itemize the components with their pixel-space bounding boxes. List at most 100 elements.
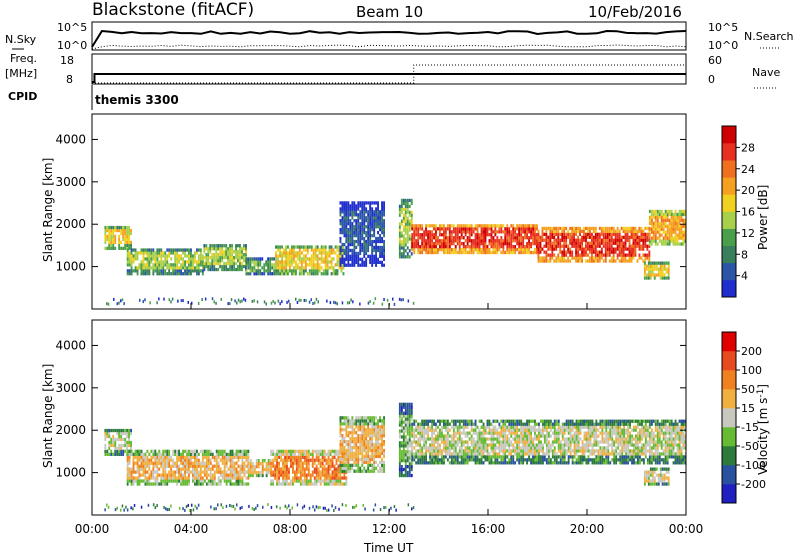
cell-power-1 xyxy=(156,272,159,276)
cell-velocity-1 xyxy=(154,455,157,459)
cell-power-9 xyxy=(672,221,675,225)
cell-power-8 xyxy=(537,247,540,251)
cell-power-8 xyxy=(592,244,595,248)
cell-velocity-3 xyxy=(327,476,330,480)
cell-power-7 xyxy=(518,227,521,231)
cell-power-8 xyxy=(620,238,623,242)
cell-power-5 xyxy=(347,201,350,205)
cell-power-4 xyxy=(283,251,285,255)
cell-power-7 xyxy=(528,227,530,231)
cell-velocity-5 xyxy=(408,459,411,463)
ground-scatter-power xyxy=(369,300,371,303)
cell-velocity-0 xyxy=(128,428,130,433)
cell-power-7 xyxy=(468,239,471,243)
cell-velocity-3 xyxy=(309,458,312,462)
cell-velocity-3 xyxy=(278,461,280,465)
cell-velocity-1 xyxy=(162,458,165,462)
cell-velocity-2 xyxy=(261,470,264,475)
cell-power-7 xyxy=(512,248,515,252)
cell-power-8 xyxy=(644,241,647,245)
cell-power-7 xyxy=(500,227,503,231)
cell-velocity-0 xyxy=(114,452,117,456)
cell-velocity-3 xyxy=(345,479,348,483)
cell-velocity-0 xyxy=(114,446,117,451)
cell-power-8 xyxy=(563,244,566,248)
cell-velocity-3 xyxy=(301,464,304,468)
cell-velocity-4 xyxy=(379,469,381,473)
cell-power-3 xyxy=(249,260,252,264)
cell-power-9 xyxy=(664,209,667,214)
cell-velocity-6 xyxy=(425,446,427,450)
cell-power-6 xyxy=(410,198,413,203)
cell-power-7 xyxy=(433,245,435,249)
cell-velocity-1 xyxy=(168,449,171,453)
cell-power-4 xyxy=(289,248,291,252)
cell-power-7 xyxy=(433,224,435,228)
cell-power-5 xyxy=(349,236,352,241)
cell-velocity-1 xyxy=(231,452,234,456)
ground-scatter-power xyxy=(348,301,351,305)
cell-power-8 xyxy=(581,256,583,260)
cell-power-5 xyxy=(377,210,379,214)
cell-power-7 xyxy=(435,230,437,234)
cell-velocity-4 xyxy=(353,457,356,462)
cell-velocity-5 xyxy=(408,456,411,460)
cell-power-7 xyxy=(482,236,485,240)
cell-power-7 xyxy=(417,250,420,255)
cell-velocity-4 xyxy=(365,451,368,456)
cell-velocity-6 xyxy=(458,437,461,441)
cell-power-7 xyxy=(472,250,475,255)
cell-velocity-6 xyxy=(435,422,437,426)
cell-power-9 xyxy=(684,224,687,228)
cell-power-8 xyxy=(545,232,548,236)
cell-power-9 xyxy=(678,236,681,240)
cell-power-8 xyxy=(549,238,552,242)
cell-velocity-2 xyxy=(263,467,266,472)
cell-power-9 xyxy=(664,215,667,219)
cell-power-7 xyxy=(490,224,493,228)
cell-power-1 xyxy=(160,269,163,273)
cell-power-1 xyxy=(174,272,177,276)
cell-velocity-4 xyxy=(349,425,352,429)
cell-power-6 xyxy=(406,255,409,259)
cell-power-7 xyxy=(486,230,489,234)
cell-power-8 xyxy=(557,256,560,260)
cell-velocity-5 xyxy=(408,405,411,409)
cell-power-9 xyxy=(682,233,685,237)
cell-velocity-2 xyxy=(251,473,254,478)
cell-velocity-6 xyxy=(425,458,427,462)
cell-power-7 xyxy=(444,250,447,255)
cell-power-4 xyxy=(340,254,343,258)
cell-velocity-4 xyxy=(373,469,376,473)
cell-power-6 xyxy=(410,252,413,256)
cell-velocity-4 xyxy=(351,425,354,429)
cell-power-4 xyxy=(338,257,341,261)
cell-power-8 xyxy=(569,235,572,239)
cell-velocity-1 xyxy=(209,479,212,483)
cell-power-9 xyxy=(660,221,663,225)
cell-power-5 xyxy=(369,236,372,241)
cell-velocity-1 xyxy=(217,479,220,483)
cell-power-7 xyxy=(536,250,538,255)
cell-power-5 xyxy=(383,257,385,261)
cell-power-7 xyxy=(492,239,495,243)
cell-power-0 xyxy=(110,243,113,247)
cell-power-8 xyxy=(577,235,579,239)
cell-power-7 xyxy=(441,227,443,231)
cell-velocity-1 xyxy=(233,476,236,480)
cell-power-5 xyxy=(345,245,348,250)
cell-power-8 xyxy=(596,232,599,236)
cell-velocity-3 xyxy=(276,482,278,486)
cell-velocity-3 xyxy=(276,476,278,480)
cell-power-2 xyxy=(219,253,222,257)
cell-power-5 xyxy=(345,236,348,241)
cell-power-4 xyxy=(296,251,299,255)
cell-velocity-6 xyxy=(443,449,445,453)
cell-velocity-4 xyxy=(381,445,383,450)
cell-velocity-3 xyxy=(307,482,310,486)
cell-velocity-5 xyxy=(400,405,403,409)
cell-power-8 xyxy=(634,235,637,239)
cell-velocity-1 xyxy=(172,470,175,474)
cell-power-3 xyxy=(259,260,262,264)
cell-power-1 xyxy=(190,263,192,267)
